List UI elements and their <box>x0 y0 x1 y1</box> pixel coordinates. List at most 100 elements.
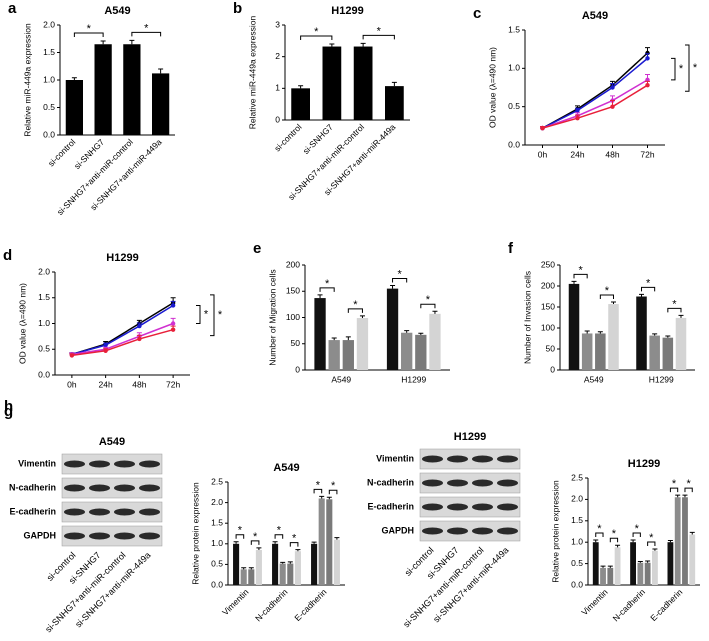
error-bar <box>652 333 658 336</box>
error-bar <box>298 85 304 89</box>
error-bar <box>326 496 332 500</box>
panel-label: g <box>4 403 13 420</box>
sig-bracket <box>632 532 641 538</box>
error-bar <box>689 531 695 535</box>
sig-bracket <box>647 541 656 547</box>
x-tick-label: Vimentin <box>220 587 251 618</box>
sig-bracket <box>595 532 604 538</box>
y-tick-label: 1.5 <box>571 515 583 525</box>
series-line <box>71 304 174 356</box>
y-axis-label: Relative miR-449a expression <box>22 23 32 137</box>
blot-strip <box>61 477 163 499</box>
y-tick-label: 250 <box>541 259 555 269</box>
sig-bracket <box>131 31 162 37</box>
blot-strip <box>61 501 163 523</box>
bar <box>240 569 247 585</box>
error-bar <box>607 565 613 568</box>
bar <box>353 46 373 120</box>
y-tick-label: 0.0 <box>571 579 583 589</box>
blot-strip <box>61 525 163 547</box>
y-tick-label: 0.0 <box>43 129 55 139</box>
blot-row-label: GAPDH <box>381 525 414 535</box>
bar <box>326 499 333 585</box>
blot-band <box>89 484 110 492</box>
sig-bracket <box>347 308 363 313</box>
sig-label: * <box>331 480 336 492</box>
x-tick-label: 48h <box>605 149 619 159</box>
bar <box>311 543 318 585</box>
y-tick-label: 2.0 <box>43 19 55 29</box>
error-bar <box>256 547 262 550</box>
error-bar <box>272 541 278 544</box>
x-tick-label: E-cadherin <box>648 587 684 623</box>
bar <box>123 44 141 135</box>
blot-band <box>114 508 135 516</box>
sig-label: * <box>649 532 654 544</box>
bar <box>342 340 354 370</box>
blot-strip <box>419 472 521 494</box>
sig-bracket <box>392 277 408 283</box>
sig-label: * <box>578 264 583 276</box>
sig-bracket <box>671 57 676 81</box>
bar <box>662 337 674 370</box>
y-tick-label: 0 <box>275 114 280 124</box>
error-bar <box>391 81 397 87</box>
bar <box>333 539 340 585</box>
panel-label: d <box>3 247 12 264</box>
sig-bracket <box>599 294 614 299</box>
blot-row-label: GAPDH <box>23 530 56 540</box>
y-tick-label: 150 <box>286 286 300 296</box>
sig-label: * <box>693 62 698 74</box>
bar <box>255 549 262 585</box>
panel-label: f <box>508 240 514 257</box>
x-tick-label: 72h <box>640 149 654 159</box>
blot-band <box>447 479 468 487</box>
y-tick-label: 0.0 <box>211 579 223 589</box>
sig-bracket <box>667 307 682 313</box>
blot-row-label: N-cadherin <box>367 477 414 487</box>
point <box>103 348 108 353</box>
error-bar <box>390 284 396 289</box>
sig-label: * <box>646 277 651 289</box>
sig-label: * <box>597 523 602 535</box>
error-bar <box>610 301 616 305</box>
blot-band <box>114 484 135 492</box>
blot-band <box>497 503 518 511</box>
blot-band <box>472 527 493 535</box>
series-line <box>71 328 174 357</box>
blot-row-label: Vimentin <box>376 453 414 463</box>
series-line <box>542 84 648 129</box>
sig-label: * <box>87 23 92 35</box>
sig-bracket <box>609 537 619 543</box>
y-axis-label: OD value (λ=490 nm) <box>17 283 27 364</box>
error-bar <box>597 331 603 334</box>
error-bar <box>584 330 590 334</box>
y-tick-label: 1.0 <box>508 63 520 73</box>
y-tick-label: 2.0 <box>211 497 223 507</box>
error-bar <box>158 68 164 74</box>
bar <box>581 333 593 370</box>
x-tick-label: 0h <box>67 379 77 389</box>
y-tick-label: 1.0 <box>211 538 223 548</box>
panel-label: b <box>233 0 242 17</box>
y-tick-label: 2.5 <box>211 476 223 486</box>
sig-bracket <box>362 34 395 40</box>
bar <box>248 569 255 585</box>
y-tick-label: 0 <box>550 364 555 374</box>
y-tick-label: 1.5 <box>43 47 55 57</box>
blot-band <box>114 532 135 540</box>
bar <box>592 542 599 585</box>
blot-row-label: N-cadherin <box>9 482 56 492</box>
point <box>610 85 615 90</box>
point <box>137 323 142 329</box>
blot-band <box>89 532 110 540</box>
error-bar <box>100 40 106 45</box>
blot-band <box>89 508 110 516</box>
point <box>575 108 580 113</box>
sig-label: * <box>612 528 617 540</box>
chart-title: H1299 <box>628 458 660 470</box>
sig-label: * <box>238 525 243 537</box>
bar <box>637 562 644 585</box>
error-bar <box>404 330 410 333</box>
